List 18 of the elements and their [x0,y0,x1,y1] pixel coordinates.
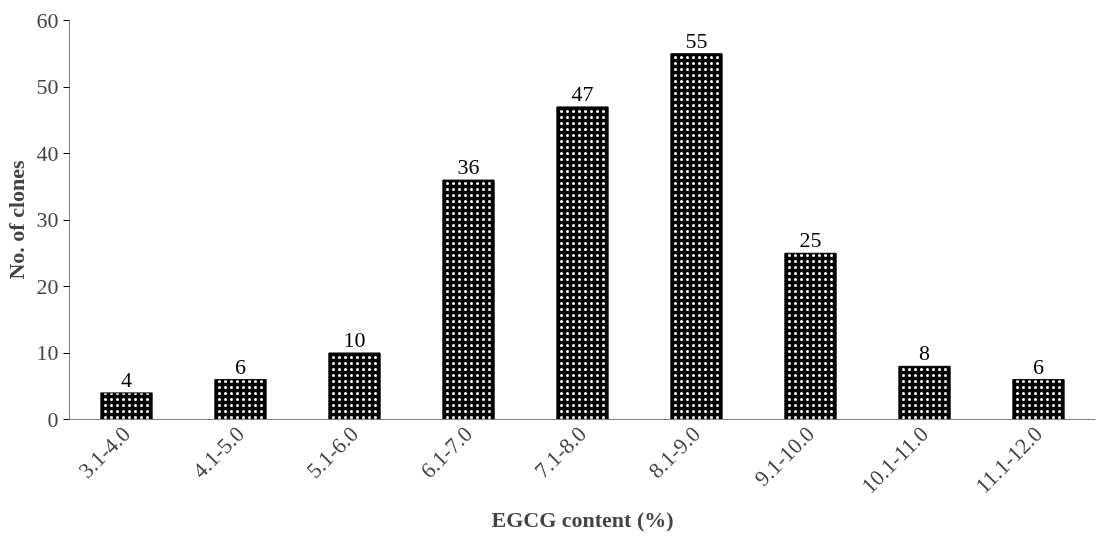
data-label: 25 [799,227,822,253]
y-tick-label: 10 [36,340,59,365]
y-tick-label: 20 [36,273,59,299]
y-tick-label: 60 [36,7,59,33]
data-label: 6 [1033,353,1044,379]
data-label: 55 [685,27,708,53]
data-label: 4 [121,366,132,392]
data-label: 47 [571,80,594,106]
y-tick-label: 30 [36,207,59,232]
x-axis-title: EGCG content (%) [491,507,674,533]
data-label: 8 [919,340,930,366]
data-label: 10 [343,327,366,352]
y-axis-title: No. of clones [3,159,29,280]
y-tick-label: 50 [36,74,59,99]
data-label: 6 [235,353,246,379]
y-tick-label: 0 [47,406,59,432]
data-label: 36 [457,154,480,180]
y-tick-label: 40 [36,140,59,166]
